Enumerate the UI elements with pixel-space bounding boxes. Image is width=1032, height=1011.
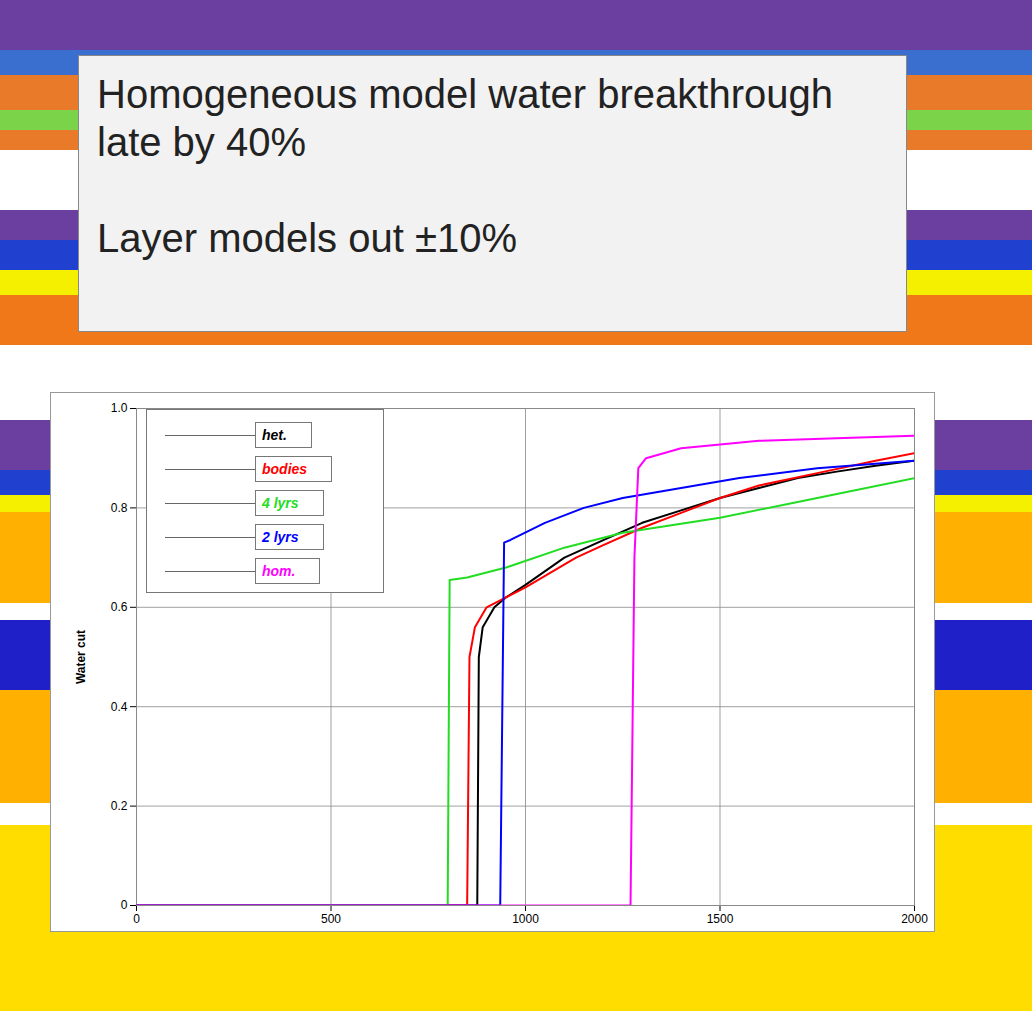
html-text:Homogeneous model water breakt: Homogeneous model water breakthrough lat… [97,72,833,164]
svg-text:0.2: 0.2 [111,799,128,813]
svg-text:0: 0 [133,912,140,926]
svg-text:1000: 1000 [512,912,539,926]
html-text:4 lyrs: 4 lyrs [262,495,299,511]
svg-text:0.6: 0.6 [111,600,128,614]
svg-text:2000: 2000 [901,912,928,926]
svg-text:0.4: 0.4 [111,700,128,714]
html-text:hom.: hom. [262,563,296,579]
svg-text:0.8: 0.8 [111,501,128,515]
html-text:2 lyrs: 2 lyrs [262,529,299,545]
svg-text:500: 500 [321,912,341,926]
svg-text:1500: 1500 [707,912,734,926]
svg-text:0: 0 [121,898,128,912]
html-text:het.: het. [262,427,287,443]
svg-text:1.0: 1.0 [111,401,128,415]
svg-text:Water cut: Water cut [74,630,88,684]
html-text:bodies: bodies [262,461,308,477]
html-text:Layer models out ±10%: Layer models out ±10% [97,216,517,260]
